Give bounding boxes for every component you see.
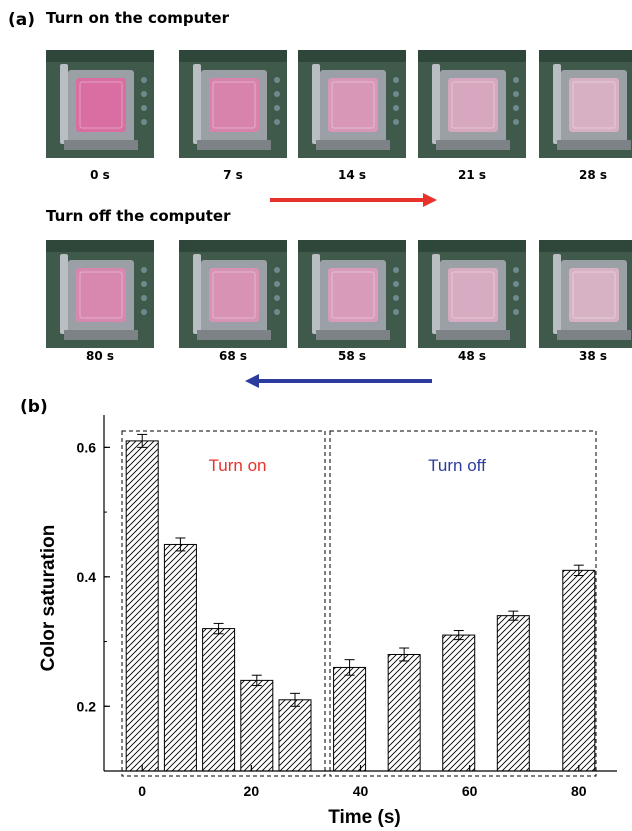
bar: [202, 628, 236, 772]
y-tick-label: 0.6: [77, 439, 97, 455]
cpu-photo: [539, 240, 632, 348]
bar: [496, 615, 530, 772]
panel-b-label: (b): [20, 397, 48, 417]
bar: [387, 653, 421, 772]
time-label: 38 s: [578, 349, 608, 363]
cpu-photo: [179, 240, 287, 348]
x-tick-label: 60: [462, 783, 478, 799]
turn-on-title: Turn on the computer: [46, 9, 229, 27]
turn-on-arrow: [270, 193, 437, 207]
time-label: 21 s: [457, 168, 487, 182]
cpu-photo: [179, 50, 287, 158]
turn-off-arrow: [245, 374, 432, 388]
bar: [240, 679, 274, 772]
time-label: 48 s: [457, 349, 487, 363]
cpu-photo: [298, 50, 406, 158]
bar: [562, 569, 596, 772]
group-frames: [121, 430, 597, 777]
x-tick-label: 80: [571, 783, 587, 799]
cpu-photo: [298, 240, 406, 348]
bar: [333, 666, 367, 772]
annotation-label: Turn off: [428, 456, 486, 475]
x-tick-label: 0: [138, 783, 146, 799]
axes-layer: 0.2 0.4 0.6 0 20 40 60 80 Time (s) Color saturati…: [38, 415, 617, 828]
turn-off-title: Turn off the computer: [46, 207, 231, 225]
time-label: 0 s: [90, 168, 110, 182]
y-tick-label: 0.2: [77, 698, 97, 714]
time-label: 7 s: [223, 168, 243, 182]
group-frame: [121, 430, 326, 777]
y-axis-title: Color saturation: [38, 525, 59, 672]
cpu-photo: [46, 240, 154, 348]
bar: [163, 543, 197, 772]
cpu-photo: [418, 240, 526, 348]
time-label: 68 s: [218, 349, 248, 363]
bars-layer: [125, 433, 596, 772]
annotations-layer: Turn on Turn off: [209, 456, 487, 475]
bar: [278, 699, 312, 772]
color-saturation-chart: 0.2 0.4 0.6 0 20 40 60 80 Time (s) Color saturati…: [38, 415, 617, 828]
cpu-photo: [418, 50, 526, 158]
x-axis-title: Time (s): [328, 807, 401, 828]
panel-a-label: (a): [8, 10, 36, 30]
cpu-photo: [539, 50, 632, 158]
time-label: 58 s: [337, 349, 367, 363]
time-label: 28 s: [578, 168, 608, 182]
bar: [125, 440, 159, 772]
annotation-label: Turn on: [209, 456, 267, 475]
x-tick-label: 40: [353, 783, 369, 799]
x-tick-label: 20: [244, 783, 260, 799]
bar: [442, 634, 476, 772]
y-tick-label: 0.4: [77, 569, 97, 585]
time-label: 80 s: [85, 349, 115, 363]
group-frame: [329, 430, 597, 777]
time-label: 14 s: [337, 168, 367, 182]
cpu-photo: [46, 50, 154, 158]
